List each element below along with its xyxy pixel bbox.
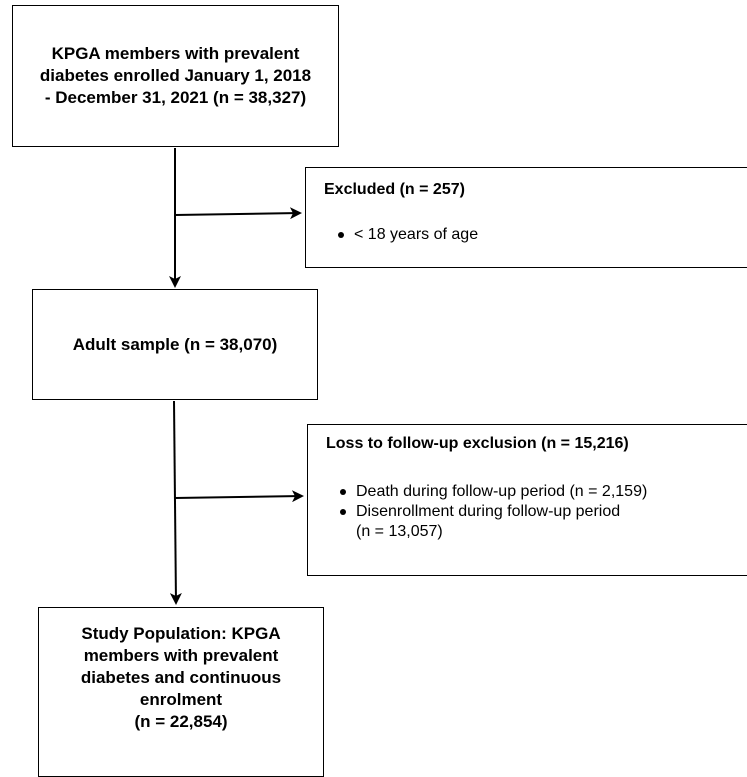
loss-item-disenrollment: Disenrollment during follow-up period (n… — [340, 502, 647, 542]
arrow-to-loss-followup — [174, 490, 304, 503]
excluded-item-age: < 18 years of age — [338, 225, 478, 245]
excluded-list: < 18 years of age — [338, 225, 478, 245]
loss-followup-list: Death during follow-up period (n = 2,159… — [340, 482, 647, 542]
adult-sample-box: Adult sample (n = 38,070) — [32, 289, 318, 400]
enrolled-box: KPGA members with prevalent diabetes enr… — [12, 5, 339, 147]
excluded-box: Excluded (n = 257) < 18 years of age — [305, 167, 747, 268]
study-population-box: Study Population: KPGA members with prev… — [38, 607, 324, 777]
loss-item-death: Death during follow-up period (n = 2,159… — [340, 482, 647, 502]
loss-item-disenrollment-label: Disenrollment during follow-up period — [356, 503, 621, 520]
study-population-text: Study Population: KPGA members with prev… — [80, 624, 282, 709]
loss-item-disenrollment-count: (n = 13,057) — [356, 523, 443, 540]
excluded-title: Excluded (n = 257) — [324, 181, 465, 198]
arrow-to-excluded — [174, 207, 302, 220]
loss-followup-title: Loss to follow-up exclusion (n = 15,216) — [326, 435, 629, 452]
loss-followup-box: Loss to follow-up exclusion (n = 15,216)… — [307, 424, 747, 576]
arrow-adult-to-study — [169, 400, 182, 605]
study-population-count: (n = 22,854) — [134, 712, 228, 731]
enrolled-text: KPGA members with prevalent diabetes enr… — [39, 44, 312, 107]
adult-sample-text: Adult sample (n = 38,070) — [72, 334, 278, 354]
